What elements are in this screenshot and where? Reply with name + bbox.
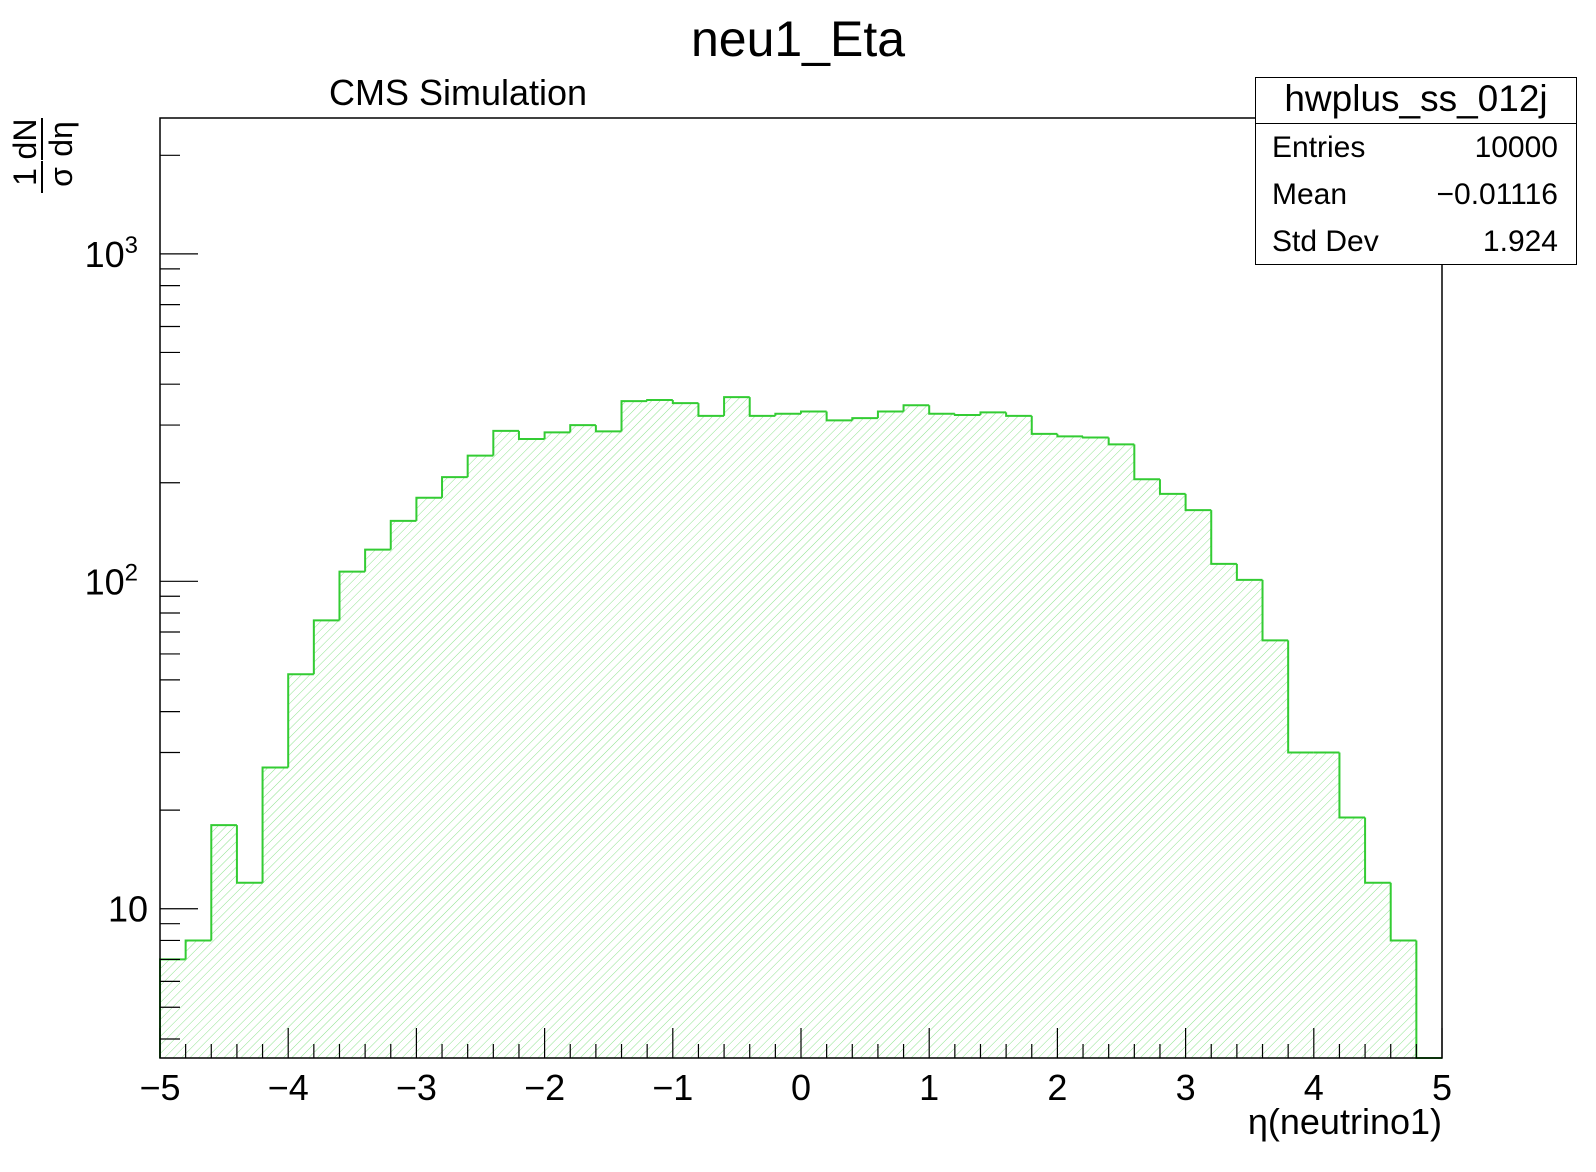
histogram-bin bbox=[1287, 640, 1314, 754]
x-tick-label: −3 bbox=[396, 1067, 437, 1108]
histogram-bin bbox=[389, 519, 417, 550]
histogram-bin bbox=[851, 417, 878, 421]
stats-row-std-dev: Std Dev 1.924 bbox=[1256, 218, 1576, 265]
y-tick-label: 102 bbox=[85, 559, 138, 602]
x-tick-label: 3 bbox=[1176, 1067, 1196, 1108]
histogram-bin bbox=[1389, 882, 1417, 942]
histogram-bin bbox=[902, 404, 930, 412]
histogram-bin bbox=[979, 411, 1007, 416]
histogram-bin bbox=[723, 396, 750, 416]
histogram-bin bbox=[620, 400, 648, 432]
histogram-bin bbox=[466, 454, 494, 478]
histogram-bin bbox=[415, 496, 443, 521]
x-axis-label: η(neutrino1) bbox=[1248, 1101, 1442, 1142]
histogram-bin bbox=[1261, 579, 1289, 642]
stats-label: Std Dev bbox=[1272, 225, 1379, 258]
histogram-bin bbox=[210, 824, 237, 941]
histogram-bin bbox=[312, 619, 340, 675]
histogram-bin bbox=[364, 548, 391, 572]
histogram-bin bbox=[441, 476, 468, 498]
histogram-bin bbox=[1082, 436, 1109, 439]
histogram-bin bbox=[184, 939, 212, 960]
x-tick-label: −4 bbox=[268, 1067, 309, 1108]
y-tick-label: 103 bbox=[85, 232, 138, 275]
y-label-fraction-1-sigma: 1σ bbox=[7, 167, 79, 187]
histogram-bin bbox=[235, 825, 263, 884]
x-tick-label: 4 bbox=[1304, 1067, 1324, 1108]
histogram-bin bbox=[1210, 510, 1237, 565]
y-tick-label: 10 bbox=[108, 889, 148, 930]
stats-label: Mean bbox=[1272, 178, 1348, 211]
x-axis-ticks: −5 −4 −3 −2 −1 0 1 2 3 4 5 bbox=[139, 1028, 1452, 1108]
histogram-bin bbox=[748, 397, 776, 417]
histogram-bars bbox=[159, 396, 1442, 1059]
histogram-bin bbox=[1133, 444, 1160, 481]
histogram-bin bbox=[543, 431, 571, 440]
histogram-bin bbox=[1364, 817, 1391, 884]
histogram-bin bbox=[800, 410, 827, 414]
stats-title: hwplus_ss_012j bbox=[1256, 78, 1576, 124]
histogram-bin bbox=[825, 411, 853, 422]
histogram-bin bbox=[1056, 433, 1084, 438]
x-tick-label: 5 bbox=[1432, 1067, 1452, 1108]
stats-row-entries: Entries 10000 bbox=[1256, 124, 1576, 171]
x-tick-label: 1 bbox=[919, 1067, 939, 1108]
histogram-bin bbox=[697, 403, 725, 417]
histogram-bin bbox=[517, 430, 545, 441]
stats-label: Entries bbox=[1272, 131, 1366, 164]
y-axis-ticks: 10 102 103 bbox=[85, 154, 198, 1040]
histogram-bin bbox=[876, 410, 904, 419]
histogram-bin bbox=[1184, 493, 1212, 512]
stats-value: 10000 bbox=[1474, 131, 1558, 164]
histogram-bin bbox=[1005, 412, 1032, 417]
histogram-bin bbox=[1338, 752, 1366, 819]
histogram-bin bbox=[671, 399, 699, 405]
stats-row-mean: Mean −0.01116 bbox=[1256, 171, 1576, 218]
plot-area: −5 −4 −3 −2 −1 0 1 2 3 4 5 10 102 103 bbox=[85, 117, 1452, 1108]
histogram-fill bbox=[160, 397, 1442, 1058]
histogram-bin bbox=[1030, 415, 1058, 435]
x-tick-label: 2 bbox=[1047, 1067, 1067, 1108]
histogram-bin bbox=[287, 673, 314, 768]
histogram-bin bbox=[492, 429, 519, 456]
x-tick-label: −1 bbox=[652, 1067, 693, 1108]
histogram-bin bbox=[1107, 437, 1135, 446]
histogram-bin bbox=[774, 412, 801, 416]
stats-box: hwplus_ss_012j Entries 10000 Mean −0.011… bbox=[1255, 77, 1577, 265]
histogram-bin bbox=[569, 424, 596, 433]
x-tick-label: 0 bbox=[791, 1067, 811, 1108]
x-tick-label: −5 bbox=[139, 1067, 180, 1108]
histogram-bin bbox=[1235, 563, 1263, 581]
histogram-bin bbox=[928, 405, 955, 415]
histogram-bin bbox=[1415, 940, 1442, 1059]
x-tick-label: −2 bbox=[524, 1067, 565, 1108]
histogram-bin bbox=[1158, 479, 1186, 495]
y-axis-label: 1σ dNdη bbox=[7, 118, 79, 193]
histogram-bin bbox=[594, 425, 622, 433]
histogram-bin bbox=[953, 413, 981, 417]
stats-value: 1.924 bbox=[1482, 225, 1558, 258]
y-label-fraction-dn-deta: dNdη bbox=[7, 119, 79, 160]
histogram-bin bbox=[261, 766, 289, 883]
chart-title: neu1_Eta bbox=[691, 11, 905, 67]
stats-value: −0.01116 bbox=[1436, 178, 1558, 211]
histogram-bin bbox=[338, 570, 366, 621]
cms-simulation-label: CMS Simulation bbox=[329, 72, 587, 113]
histogram-bin bbox=[646, 398, 673, 402]
